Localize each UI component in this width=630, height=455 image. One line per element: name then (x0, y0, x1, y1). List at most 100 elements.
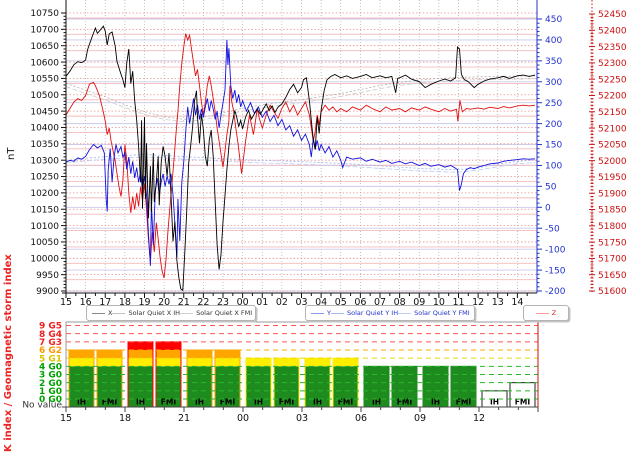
legend-entry-sqy-ih: Solar Quiet Y IH (330, 308, 399, 317)
svg-text:52350: 52350 (598, 43, 627, 53)
svg-text:13: 13 (492, 297, 504, 308)
svg-text:11: 11 (452, 297, 464, 308)
svg-text:IH: IH (136, 398, 145, 407)
svg-text:10050: 10050 (30, 238, 59, 248)
svg-text:250: 250 (545, 99, 562, 109)
svg-text:52400: 52400 (598, 26, 627, 36)
svg-text:FMI: FMI (279, 398, 295, 407)
svg-text:FMI: FMI (515, 398, 531, 407)
svg-text:51700: 51700 (598, 255, 627, 265)
svg-text:200: 200 (545, 120, 562, 130)
axis-ticks-and-labels: 9900995010000100501010010150102001025010… (30, 9, 627, 308)
k-axes: 15 18 21 00 03 06 09 12 (60, 321, 539, 424)
svg-text:52150: 52150 (598, 108, 627, 118)
svg-text:IH: IH (372, 398, 381, 407)
legend-label: Solar Quiet Y IH (346, 308, 399, 317)
legend-entry-y: Y (311, 310, 331, 317)
series-solar-quiet-x-ih (65, 75, 536, 120)
x-line-sample-icon (92, 312, 105, 314)
k-level-labels: 9 G58 G47 G36 G25 G14 G03 G02 G01 G00 G0… (22, 322, 62, 411)
svg-text:10250: 10250 (30, 173, 59, 183)
svg-text:14: 14 (511, 297, 523, 308)
svg-text:52250: 52250 (598, 75, 627, 85)
svg-text:10400: 10400 (30, 124, 59, 134)
svg-text:52200: 52200 (598, 92, 627, 102)
svg-text:0: 0 (545, 204, 551, 214)
svg-text:09: 09 (414, 413, 426, 424)
series-x (65, 25, 536, 292)
svg-text:03: 03 (296, 413, 308, 424)
svg-text:300: 300 (545, 78, 562, 88)
svg-text:8 G4: 8 G4 (39, 330, 62, 340)
svg-text:6 G2: 6 G2 (39, 346, 62, 356)
series-solar-quiet-x-fmi (65, 78, 536, 123)
svg-text:51900: 51900 (598, 189, 627, 199)
svg-text:IH: IH (431, 398, 440, 407)
svg-text:21: 21 (178, 413, 190, 424)
legend-entry-x: X (92, 310, 112, 317)
svg-text:150: 150 (545, 141, 562, 151)
svg-text:10150: 10150 (30, 205, 59, 215)
svg-text:52050: 52050 (598, 141, 627, 151)
series-solar-quiet-y-ih (65, 154, 536, 171)
svg-text:IH: IH (254, 398, 263, 407)
z-line-sample-icon (535, 312, 549, 314)
svg-text:00: 00 (237, 413, 249, 424)
legend-label: X (108, 308, 113, 317)
svg-text:02: 02 (276, 297, 288, 308)
svg-text:10500: 10500 (30, 91, 59, 101)
svg-text:51800: 51800 (598, 222, 627, 232)
svg-text:10750: 10750 (30, 9, 59, 19)
svg-text:15: 15 (60, 297, 72, 308)
svg-text:10700: 10700 (30, 26, 59, 36)
svg-text:10600: 10600 (30, 58, 59, 68)
series-z (65, 33, 536, 279)
svg-text:07: 07 (374, 297, 386, 308)
svg-text:FMI: FMI (338, 398, 354, 407)
svg-text:18: 18 (119, 413, 131, 424)
svg-text:3 G0: 3 G0 (39, 371, 62, 381)
legend-x: X Solar Quiet X IH Solar Quiet X FMI (86, 305, 256, 321)
svg-text:9950: 9950 (36, 271, 59, 281)
svg-text:00: 00 (237, 297, 249, 308)
svg-text:52000: 52000 (598, 157, 627, 167)
svg-text:12: 12 (473, 413, 485, 424)
svg-text:10100: 10100 (30, 222, 59, 232)
svg-text:10450: 10450 (30, 107, 59, 117)
k-gridlines (66, 325, 538, 400)
svg-text:51750: 51750 (598, 238, 627, 248)
legend-z: Z (523, 305, 569, 321)
svg-text:06: 06 (355, 413, 367, 424)
svg-text:18: 18 (119, 297, 131, 308)
sqx-ih-line-sample-icon (112, 312, 126, 314)
svg-text:52100: 52100 (598, 124, 627, 134)
sqx-fmi-line-sample-icon (180, 312, 194, 314)
svg-text:IH: IH (313, 398, 322, 407)
svg-text:FMI: FMI (102, 398, 118, 407)
svg-text:08: 08 (394, 297, 406, 308)
svg-text:5 G1: 5 G1 (39, 354, 62, 364)
svg-text:7 G3: 7 G3 (39, 338, 62, 348)
svg-text:10000: 10000 (30, 254, 59, 264)
svg-text:IH: IH (195, 398, 204, 407)
svg-text:51600: 51600 (598, 287, 627, 297)
svg-text:IH: IH (490, 398, 499, 407)
svg-text:19: 19 (138, 297, 150, 308)
series-solar-quiet-y-fmi (65, 156, 536, 173)
legend-label: Solar Quiet X FMI (196, 308, 253, 317)
svg-text:15: 15 (60, 413, 72, 424)
svg-text:9 G5: 9 G5 (39, 322, 62, 332)
svg-text:06: 06 (354, 297, 366, 308)
svg-text:03: 03 (295, 297, 307, 308)
svg-text:-100: -100 (545, 245, 566, 255)
svg-text:22: 22 (197, 297, 209, 308)
svg-text:400: 400 (545, 36, 562, 46)
svg-text:10350: 10350 (30, 140, 59, 150)
svg-text:450: 450 (545, 15, 562, 25)
svg-text:FMI: FMI (397, 398, 413, 407)
legend-entry-sqx-fmi: Solar Quiet X FMI (180, 310, 252, 317)
svg-text:IH: IH (77, 398, 86, 407)
sqy-ih-line-sample-icon (330, 312, 344, 314)
